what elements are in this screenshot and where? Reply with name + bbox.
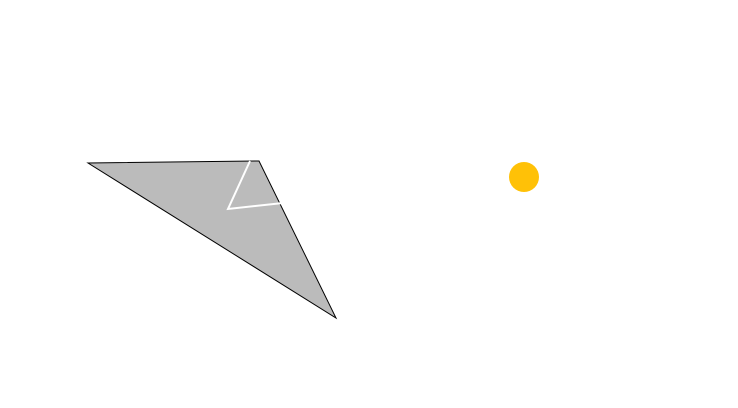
yellow-circle[interactable] bbox=[509, 162, 539, 192]
triangle-corner-marker bbox=[226, 160, 284, 211]
gray-triangle[interactable] bbox=[86, 160, 338, 320]
